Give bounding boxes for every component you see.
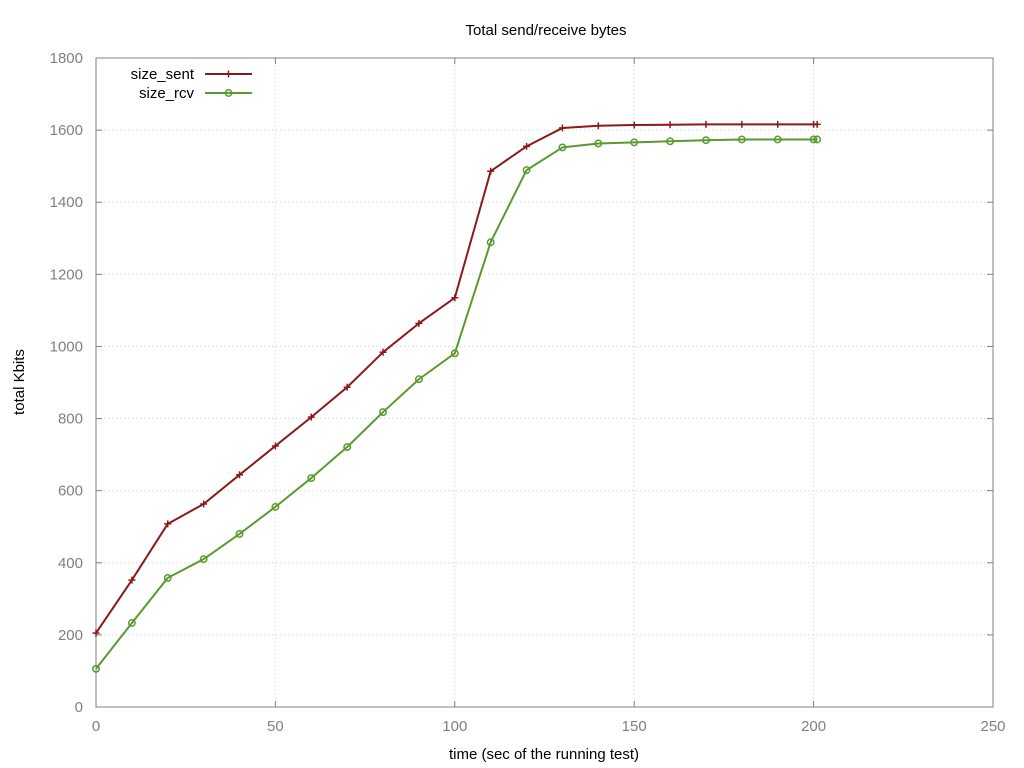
plot-frame bbox=[95, 57, 994, 708]
y-tick-label: 400 bbox=[58, 555, 83, 572]
data-point-size_sent bbox=[558, 124, 566, 132]
series-size_rcv bbox=[92, 135, 822, 673]
grid-lines bbox=[96, 58, 993, 707]
y-tick-label: 800 bbox=[58, 411, 83, 428]
data-point-size_sent bbox=[630, 121, 638, 129]
data-point-size_sent bbox=[738, 120, 746, 128]
series-layer bbox=[92, 120, 822, 673]
data-point-size_rcv bbox=[414, 375, 423, 384]
data-point-size_rcv bbox=[92, 664, 100, 673]
series-size_sent bbox=[92, 120, 821, 637]
y-tick-label: 1000 bbox=[50, 338, 83, 355]
data-point-size_rcv bbox=[163, 573, 172, 582]
data-point-size_rcv bbox=[522, 166, 531, 175]
legend: size_sent size_rcv bbox=[131, 66, 252, 102]
y-tick-label: 1800 bbox=[50, 50, 83, 67]
data-point-size_rcv bbox=[235, 529, 244, 538]
series-line-size_rcv bbox=[95, 138, 818, 670]
data-point-size_sent bbox=[774, 120, 782, 128]
x-axis-title: time (sec of the running test) bbox=[449, 746, 639, 763]
x-tick-label: 0 bbox=[92, 718, 100, 735]
data-point-size_rcv bbox=[594, 139, 603, 148]
data-point-size_rcv bbox=[199, 555, 208, 564]
x-tick-label: 50 bbox=[267, 718, 284, 735]
data-point-size_sent bbox=[594, 122, 602, 130]
data-point-size_rcv bbox=[702, 136, 710, 145]
x-tick-label: 100 bbox=[442, 718, 467, 735]
y-tick-label: 1400 bbox=[50, 194, 83, 211]
data-point-size_sent bbox=[379, 348, 387, 356]
data-point-size_sent bbox=[666, 121, 674, 129]
data-point-size_sent bbox=[92, 629, 100, 637]
chart-title: Total send/receive bytes bbox=[466, 22, 627, 39]
y-tick-label: 1600 bbox=[50, 122, 83, 139]
data-point-size_sent bbox=[343, 383, 351, 391]
legend-label-size_rcv: size_rcv bbox=[139, 85, 195, 102]
data-point-size_sent bbox=[523, 142, 531, 150]
data-point-size_sent bbox=[307, 413, 315, 421]
data-point-size_rcv bbox=[307, 474, 316, 482]
data-point-size_sent bbox=[236, 471, 244, 479]
data-point-size_rcv bbox=[737, 135, 746, 144]
data-point-size_sent bbox=[128, 576, 136, 584]
data-point-size_sent bbox=[702, 120, 710, 128]
data-point-size_rcv bbox=[271, 502, 280, 511]
legend-marker-size_sent bbox=[225, 70, 232, 78]
x-tick-label: 250 bbox=[980, 718, 1005, 735]
data-point-size_rcv bbox=[486, 238, 495, 247]
data-point-size_rcv bbox=[809, 135, 818, 144]
data-point-size_rcv bbox=[813, 135, 822, 144]
series-line-size_sent bbox=[95, 123, 818, 634]
data-point-size_sent bbox=[487, 167, 495, 175]
data-point-size_rcv bbox=[773, 135, 782, 144]
data-point-size_rcv bbox=[558, 143, 567, 152]
data-point-size_sent bbox=[271, 442, 279, 450]
data-point-size_sent bbox=[164, 520, 172, 528]
data-point-size_sent bbox=[813, 120, 821, 128]
data-point-size_rcv bbox=[343, 443, 352, 451]
y-axis-title: total Kbits bbox=[11, 349, 28, 415]
data-point-size_rcv bbox=[127, 619, 136, 627]
x-tick-label: 150 bbox=[622, 718, 647, 735]
data-point-size_sent bbox=[451, 294, 459, 302]
data-point-size_rcv bbox=[450, 349, 459, 358]
data-point-size_rcv bbox=[379, 408, 387, 417]
data-point-size_rcv bbox=[666, 137, 675, 146]
data-point-size_sent bbox=[200, 500, 208, 508]
y-tick-label: 600 bbox=[58, 483, 83, 500]
x-tick-label: 200 bbox=[801, 718, 826, 735]
legend-label-size_sent: size_sent bbox=[131, 66, 195, 83]
axis-ticks: 0 50 100 150 200 250 0 200 400 600 800 1000 1200 1400… bbox=[50, 50, 1006, 735]
y-tick-label: 1200 bbox=[50, 266, 83, 283]
data-point-size_rcv bbox=[630, 138, 639, 147]
y-tick-label: 200 bbox=[58, 627, 83, 644]
data-point-size_sent bbox=[415, 319, 423, 327]
y-tick-label: 0 bbox=[75, 699, 83, 716]
legend-marker-size_rcv bbox=[224, 89, 233, 97]
